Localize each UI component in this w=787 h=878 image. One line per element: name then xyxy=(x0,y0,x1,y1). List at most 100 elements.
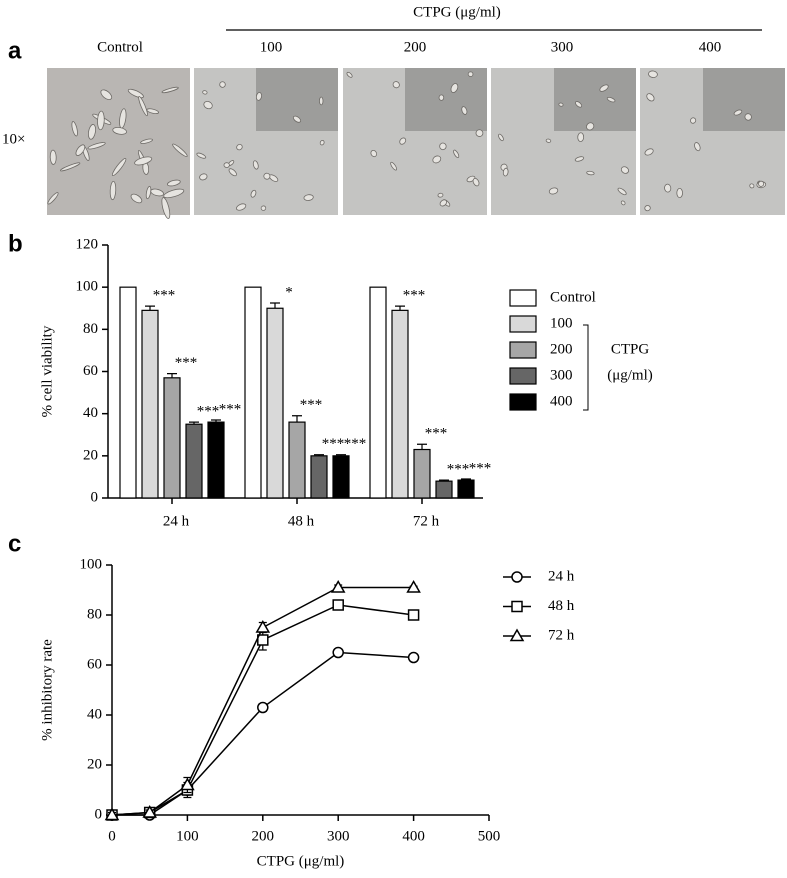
cell xyxy=(138,96,148,117)
cell xyxy=(690,117,697,124)
legend-marker xyxy=(511,600,523,613)
cell xyxy=(303,194,314,201)
legend-marker xyxy=(509,628,525,642)
cell xyxy=(75,144,86,156)
cell xyxy=(548,187,559,195)
bar xyxy=(369,286,387,499)
group-label: CTPG (μg/ml) xyxy=(413,4,501,20)
y-tick-label: 120 xyxy=(76,236,99,252)
bar xyxy=(310,455,328,499)
error-bar xyxy=(211,419,221,423)
cell xyxy=(87,142,106,150)
cell xyxy=(733,109,743,116)
cell xyxy=(196,152,207,159)
error-bar xyxy=(189,421,199,425)
marker xyxy=(255,619,271,633)
cell xyxy=(545,138,552,143)
cell xyxy=(49,149,57,165)
y-axis-label: % cell viability xyxy=(39,325,55,417)
bar xyxy=(119,286,137,499)
x-axis-label: CTPG (μg/ml) xyxy=(257,853,345,869)
legend-swatch xyxy=(509,315,537,333)
panel-label: a xyxy=(8,37,22,64)
cell xyxy=(758,180,765,187)
significance-label: * xyxy=(285,284,293,300)
cell xyxy=(127,88,144,99)
bar xyxy=(391,309,409,499)
legend-group-label: CTPG xyxy=(611,341,650,357)
y-tick-label: 20 xyxy=(87,756,102,772)
column-label: 400 xyxy=(699,39,722,55)
bar xyxy=(163,377,181,499)
cell xyxy=(250,189,257,198)
significance-label: *** xyxy=(219,401,242,417)
legend-swatch xyxy=(509,367,537,385)
legend-label: 300 xyxy=(550,367,573,383)
cell xyxy=(461,106,468,115)
cell xyxy=(346,71,353,78)
inset xyxy=(554,68,636,131)
cell xyxy=(236,203,247,211)
marker xyxy=(332,646,344,659)
y-tick-label: 60 xyxy=(83,363,98,379)
cell xyxy=(150,188,164,197)
cell xyxy=(392,81,400,89)
cell xyxy=(236,143,243,151)
cell xyxy=(676,187,683,199)
legend-swatch xyxy=(509,393,537,411)
significance-label: *** xyxy=(403,288,426,304)
error-bar xyxy=(167,373,177,378)
cell xyxy=(453,149,460,159)
bar xyxy=(207,421,225,499)
column-label: 100 xyxy=(260,39,283,55)
error-bar xyxy=(417,443,427,450)
y-tick-label: 100 xyxy=(80,556,103,572)
error-bar xyxy=(314,454,324,456)
y-tick-label: 40 xyxy=(87,706,102,722)
marker xyxy=(406,579,421,593)
y-tick-label: 80 xyxy=(87,606,102,622)
cell xyxy=(97,110,105,131)
cell xyxy=(161,86,179,94)
cell xyxy=(319,96,324,106)
marker xyxy=(142,804,157,818)
legend-marker xyxy=(511,571,523,583)
cell xyxy=(606,96,616,103)
bar xyxy=(457,479,475,499)
cell xyxy=(228,168,237,177)
cell xyxy=(370,149,378,158)
cell xyxy=(577,132,585,142)
micrographs xyxy=(47,68,785,219)
cell xyxy=(130,193,143,204)
x-tick-label: 0 xyxy=(108,828,116,844)
y-tick-label: 100 xyxy=(76,279,99,295)
cell xyxy=(749,183,755,189)
y-tick-label: 0 xyxy=(95,806,103,822)
cell xyxy=(439,142,447,151)
cell xyxy=(319,139,325,146)
legend-label: 100 xyxy=(550,315,573,331)
cell xyxy=(450,83,459,93)
cell xyxy=(219,81,226,88)
column-label: 200 xyxy=(404,39,427,55)
legend-swatch xyxy=(509,289,537,307)
x-tick-label: 500 xyxy=(478,828,501,844)
cell xyxy=(260,205,267,211)
cell xyxy=(438,94,445,101)
cell xyxy=(203,100,213,110)
cell xyxy=(163,188,185,199)
cell xyxy=(502,167,509,177)
cell xyxy=(399,137,407,145)
panel-label: b xyxy=(8,230,23,257)
legend-swatch xyxy=(509,341,537,359)
cell xyxy=(439,199,448,207)
marker xyxy=(257,701,269,714)
cell xyxy=(140,138,153,144)
cell xyxy=(644,205,651,212)
cell xyxy=(694,142,701,152)
cell xyxy=(620,200,626,206)
cell xyxy=(202,90,208,95)
y-tick-label: 0 xyxy=(91,489,99,505)
marker xyxy=(257,634,269,646)
cell xyxy=(252,160,259,170)
